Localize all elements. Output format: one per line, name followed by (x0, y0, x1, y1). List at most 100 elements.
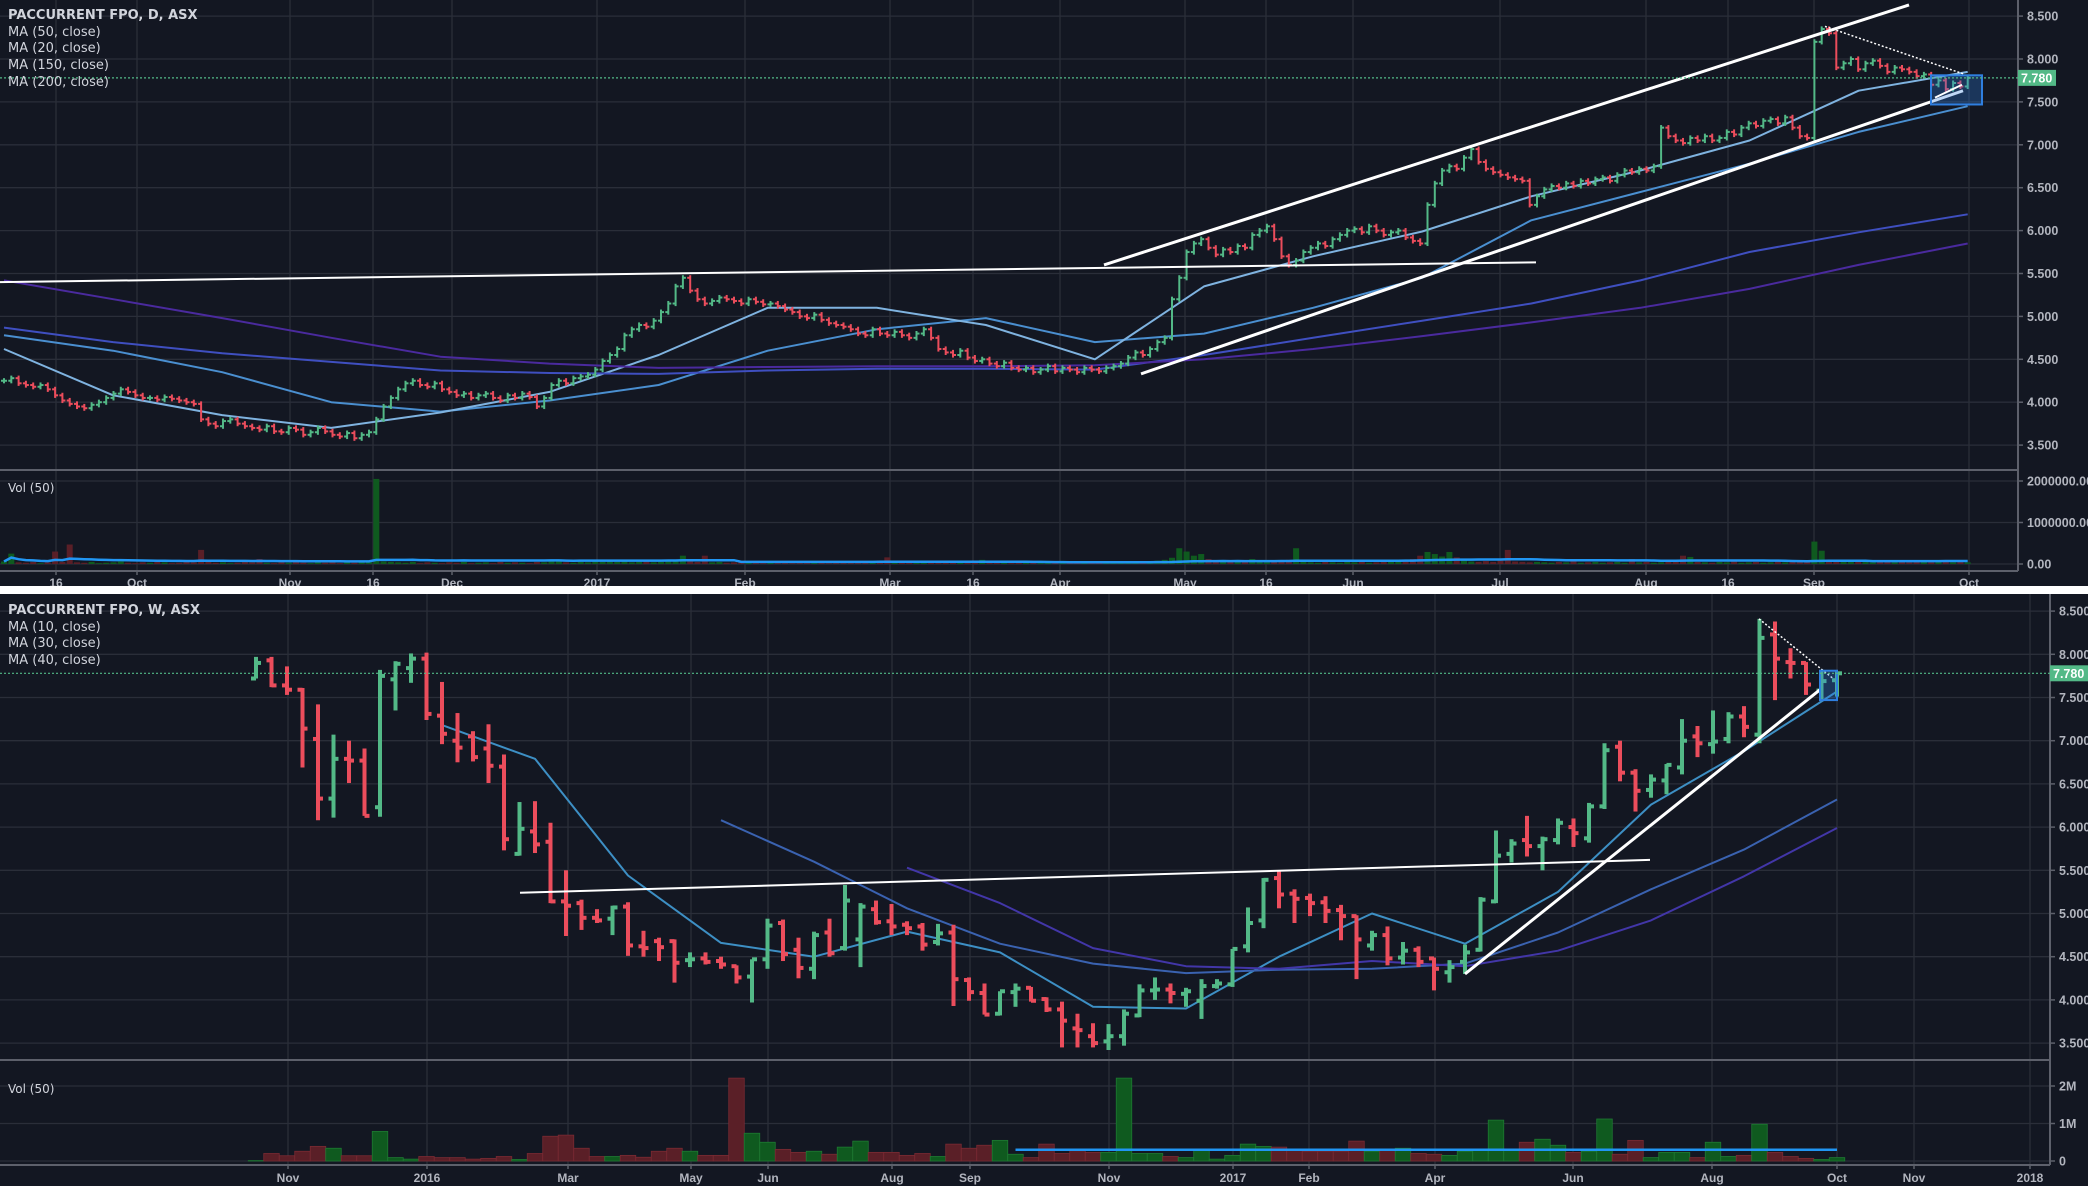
ohlc-bar[interactable] (373, 416, 380, 435)
volume-bar[interactable] (103, 562, 110, 564)
volume-bar[interactable] (1482, 561, 1489, 564)
volume-bar[interactable] (1541, 562, 1548, 564)
volume-bar[interactable] (1472, 1149, 1489, 1162)
volume-bar[interactable] (1782, 562, 1789, 564)
ohlc-bar[interactable] (380, 403, 387, 422)
volume-bar[interactable] (1906, 562, 1913, 564)
ohlc-bar[interactable] (614, 346, 621, 358)
ohlc-bar[interactable] (1190, 240, 1197, 255)
ohlc-bar[interactable] (1431, 180, 1438, 208)
volume-bar[interactable] (1614, 561, 1621, 564)
ohlc-bar[interactable] (1615, 740, 1625, 782)
ohlc-bar[interactable] (1862, 60, 1869, 72)
ohlc-bar[interactable] (1220, 246, 1227, 258)
volume-bar[interactable] (1052, 562, 1059, 564)
ohlc-bar[interactable] (1801, 660, 1811, 695)
volume-bar[interactable] (161, 562, 168, 564)
ohlc-bar[interactable] (351, 430, 358, 441)
legend-ma-150[interactable]: MA (150, close) (8, 58, 109, 74)
ohlc-bar[interactable] (1429, 956, 1439, 991)
volume-bar[interactable] (294, 1150, 311, 1162)
volume-bar[interactable] (1642, 1157, 1660, 1162)
ohlc-bar[interactable] (928, 326, 935, 341)
ohlc-bar[interactable] (1665, 125, 1672, 139)
volume-bar[interactable] (913, 562, 920, 564)
ohlc-bar[interactable] (15, 375, 22, 386)
volume-bar[interactable] (743, 1132, 761, 1162)
volume-bar[interactable] (867, 1151, 885, 1162)
volume-bar[interactable] (1293, 548, 1300, 564)
volume-bar[interactable] (409, 561, 416, 564)
volume-bar[interactable] (1030, 562, 1037, 564)
ohlc-bar[interactable] (1010, 983, 1021, 1007)
ohlc-bar[interactable] (1037, 367, 1044, 375)
ohlc-bar[interactable] (1506, 839, 1517, 863)
volume-bar[interactable] (960, 1147, 978, 1162)
moving-average-line[interactable] (3, 105, 1968, 413)
ohlc-bar[interactable] (1782, 114, 1789, 126)
horizontal-trendline[interactable] (519, 858, 1651, 894)
volume-bar[interactable] (263, 1153, 280, 1162)
volume-bar[interactable] (1804, 561, 1811, 564)
ohlc-bar[interactable] (1804, 133, 1811, 141)
ohlc-bar[interactable] (964, 977, 974, 1001)
ohlc-bar[interactable] (387, 395, 394, 410)
ohlc-bar[interactable] (1687, 135, 1694, 146)
ohlc-bar[interactable] (545, 822, 556, 904)
ohlc-bar[interactable] (1278, 236, 1285, 259)
ohlc-bar[interactable] (1336, 232, 1343, 242)
ohlc-bar[interactable] (1577, 178, 1584, 189)
ohlc-bar[interactable] (716, 294, 723, 304)
volume-bar[interactable] (358, 561, 365, 564)
ohlc-bar[interactable] (198, 401, 205, 422)
volume-bar[interactable] (336, 563, 343, 564)
volume-bar[interactable] (314, 562, 321, 564)
volume-bar[interactable] (628, 562, 635, 564)
ohlc-bar[interactable] (1677, 719, 1687, 775)
ohlc-bar[interactable] (1568, 818, 1579, 847)
ohlc-bar[interactable] (592, 367, 599, 378)
volume-bar[interactable] (431, 562, 438, 564)
ohlc-bar[interactable] (877, 326, 883, 337)
ohlc-bar[interactable] (497, 395, 504, 404)
ohlc-bar[interactable] (1125, 355, 1132, 367)
volume-bar[interactable] (1607, 562, 1613, 564)
volume-bar[interactable] (325, 1147, 342, 1162)
volume-bar[interactable] (1503, 1149, 1520, 1162)
ohlc-bar[interactable] (452, 713, 463, 763)
volume-bar[interactable] (446, 562, 453, 564)
ohlc-bar[interactable] (1709, 133, 1716, 144)
volume-bar[interactable] (117, 561, 124, 564)
volume-bar[interactable] (548, 560, 555, 564)
volume-bar[interactable] (497, 561, 504, 564)
ohlc-bar[interactable] (1289, 889, 1300, 924)
volume-bar[interactable] (557, 1134, 575, 1162)
volume-bar[interactable] (1751, 1123, 1768, 1162)
volume-bar[interactable] (1038, 1143, 1055, 1162)
ohlc-bar[interactable] (541, 395, 548, 410)
weekly-chart-title[interactable]: PACCURRENT FPO, W, ASX (8, 603, 201, 618)
ohlc-bar[interactable] (1439, 167, 1446, 186)
volume-bar[interactable] (728, 1077, 745, 1162)
volume-bar[interactable] (666, 1147, 683, 1162)
volume-bar[interactable] (1242, 561, 1248, 564)
ohlc-bar[interactable] (993, 361, 1000, 369)
ohlc-bar[interactable] (1541, 186, 1548, 199)
volume-bar[interactable] (271, 563, 278, 564)
ohlc-bar[interactable] (431, 380, 438, 390)
volume-bar[interactable] (1066, 563, 1073, 564)
volume-bar[interactable] (1504, 549, 1511, 564)
volume-bar[interactable] (1643, 561, 1650, 564)
moving-average-line[interactable] (3, 70, 1968, 429)
ohlc-bar[interactable] (297, 687, 308, 768)
volume-bar[interactable] (293, 561, 299, 564)
ohlc-bar[interactable] (1658, 125, 1665, 169)
ohlc-bar[interactable] (1320, 896, 1331, 924)
volume-bar[interactable] (1899, 561, 1905, 564)
weekly-chart[interactable]: 8.500 8.000 7.500 7.000 6.500 6.000 5.500 5.000… (0, 594, 2088, 1185)
volume-bar[interactable] (278, 562, 285, 564)
volume-bar[interactable] (825, 563, 832, 564)
ohlc-bar[interactable] (782, 303, 789, 313)
volume-bar[interactable] (976, 1144, 993, 1162)
ohlc-bar[interactable] (499, 754, 509, 851)
